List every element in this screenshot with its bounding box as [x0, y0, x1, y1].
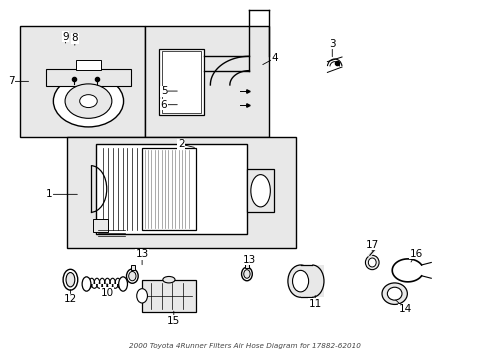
Ellipse shape [63, 269, 78, 290]
Bar [300, 265, 324, 297]
Bar [144, 26, 268, 137]
Ellipse shape [126, 269, 138, 283]
Ellipse shape [381, 283, 407, 305]
Ellipse shape [292, 270, 308, 292]
Text: 8: 8 [71, 33, 78, 45]
Text: 2000 Toyota 4Runner Filters Air Hose Diagram for 17882-62010: 2000 Toyota 4Runner Filters Air Hose Dia… [128, 343, 360, 349]
Text: 12: 12 [63, 290, 77, 304]
Text: 14: 14 [395, 300, 411, 314]
Text: 13: 13 [135, 249, 148, 265]
Text: 2: 2 [178, 139, 194, 149]
Text: 5: 5 [161, 86, 177, 96]
Circle shape [65, 84, 112, 118]
Bar [159, 49, 203, 116]
Bar [142, 148, 195, 230]
Ellipse shape [250, 175, 270, 207]
Circle shape [53, 75, 123, 127]
Bar [45, 69, 131, 86]
Text: 7: 7 [8, 76, 28, 86]
Text: 15: 15 [167, 311, 180, 325]
Text: 6: 6 [161, 100, 177, 110]
Bar [162, 51, 201, 113]
Ellipse shape [137, 289, 147, 303]
Ellipse shape [241, 267, 252, 281]
Bar [66, 137, 295, 248]
Ellipse shape [365, 255, 378, 270]
Ellipse shape [287, 265, 313, 297]
Ellipse shape [367, 258, 375, 267]
Ellipse shape [66, 273, 75, 287]
Text: 10: 10 [100, 284, 113, 298]
Text: 1: 1 [46, 189, 77, 199]
Bar [96, 144, 246, 234]
Ellipse shape [128, 271, 136, 281]
Bar [20, 26, 144, 137]
Bar [142, 280, 195, 312]
Bar [246, 169, 273, 212]
Text: 17: 17 [365, 239, 378, 251]
Bar [76, 59, 101, 69]
Bar [131, 265, 135, 270]
Ellipse shape [163, 276, 175, 283]
Text: 4: 4 [262, 53, 278, 64]
Bar [245, 264, 249, 268]
Circle shape [80, 95, 97, 108]
Text: 9: 9 [62, 32, 69, 43]
Text: 11: 11 [308, 296, 321, 309]
Ellipse shape [119, 277, 127, 291]
Ellipse shape [386, 287, 401, 300]
Text: 16: 16 [408, 248, 422, 262]
Ellipse shape [82, 277, 91, 291]
Bar [93, 220, 108, 232]
Ellipse shape [244, 270, 249, 278]
Text: 3: 3 [328, 39, 335, 57]
Text: 13: 13 [242, 255, 256, 269]
